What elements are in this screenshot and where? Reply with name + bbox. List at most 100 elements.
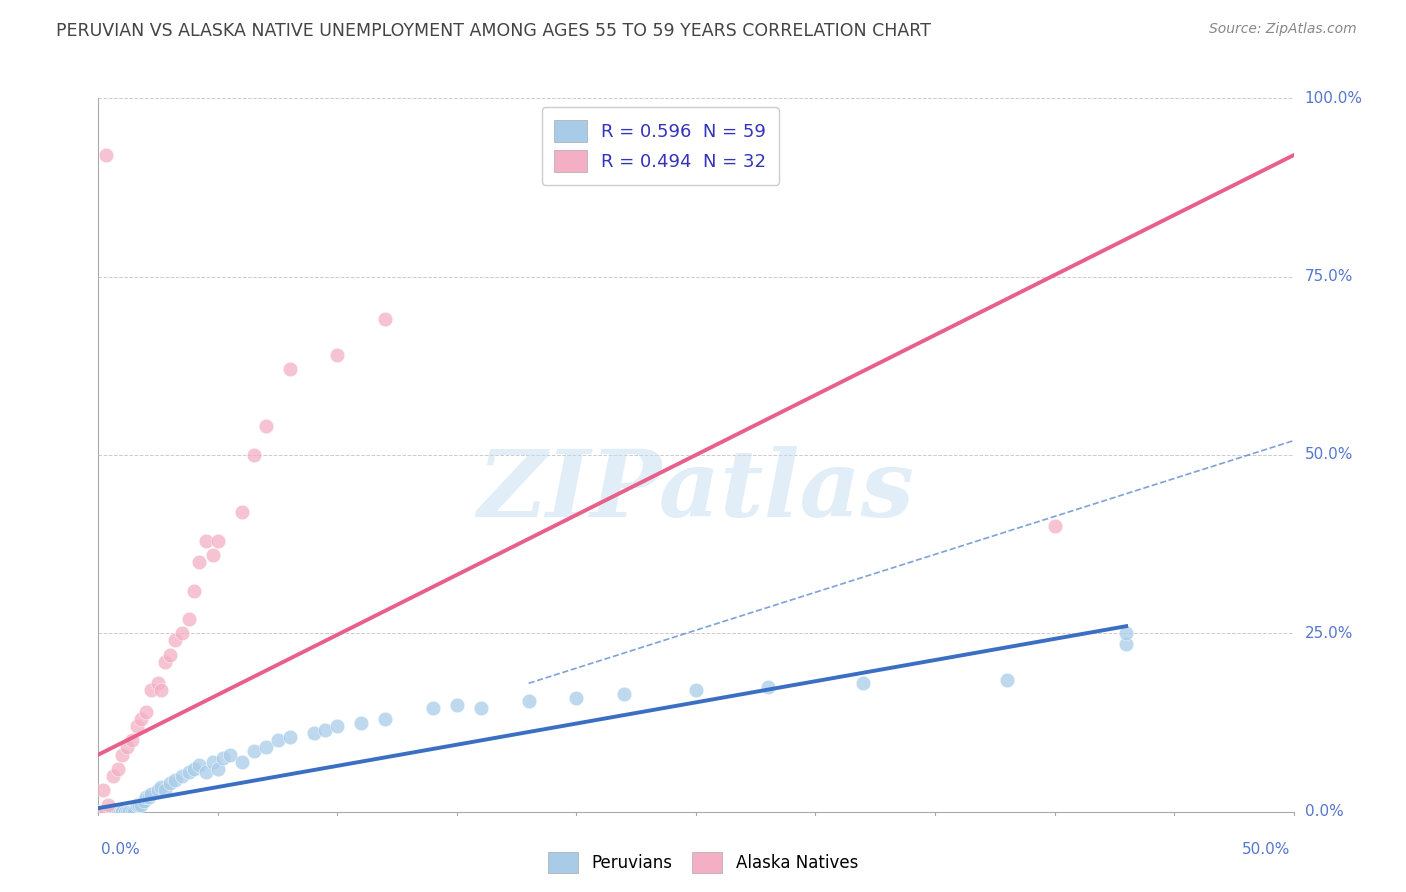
Point <box>94 805 117 819</box>
Point <box>183 583 205 598</box>
Point <box>613 687 636 701</box>
Point <box>278 730 301 744</box>
Point <box>231 755 253 769</box>
Point <box>374 312 396 326</box>
Point <box>121 733 143 747</box>
Text: 25.0%: 25.0% <box>1305 626 1353 640</box>
Point <box>149 780 172 794</box>
Legend: Peruvians, Alaska Natives: Peruvians, Alaska Natives <box>541 846 865 880</box>
Point <box>87 805 110 819</box>
Point <box>107 805 129 819</box>
Point <box>231 505 253 519</box>
Point <box>254 740 277 755</box>
Point <box>1115 637 1137 651</box>
Text: 100.0%: 100.0% <box>1305 91 1362 105</box>
Point <box>565 690 588 705</box>
Point <box>87 805 110 819</box>
Point <box>211 751 233 765</box>
Text: 50.0%: 50.0% <box>1243 842 1291 857</box>
Point <box>104 805 127 819</box>
Point <box>155 655 177 669</box>
Point <box>138 790 160 805</box>
Text: PERUVIAN VS ALASKA NATIVE UNEMPLOYMENT AMONG AGES 55 TO 59 YEARS CORRELATION CHA: PERUVIAN VS ALASKA NATIVE UNEMPLOYMENT A… <box>56 22 931 40</box>
Point <box>111 805 134 819</box>
Point <box>98 805 122 819</box>
Point <box>202 548 225 562</box>
Point <box>517 694 540 708</box>
Point <box>155 783 177 797</box>
Point <box>97 805 120 819</box>
Point <box>172 626 194 640</box>
Point <box>315 723 337 737</box>
Point <box>243 448 266 462</box>
Point <box>195 533 218 548</box>
Text: 0.0%: 0.0% <box>101 842 141 857</box>
Point <box>108 805 131 819</box>
Point <box>94 148 117 162</box>
Point <box>350 715 373 730</box>
Point <box>139 683 162 698</box>
Point <box>470 701 492 715</box>
Point <box>124 805 146 819</box>
Point <box>115 805 138 819</box>
Point <box>1115 626 1137 640</box>
Text: 75.0%: 75.0% <box>1305 269 1353 284</box>
Point <box>1043 519 1066 533</box>
Point <box>446 698 468 712</box>
Point <box>422 701 444 715</box>
Point <box>326 348 349 362</box>
Point <box>267 733 290 747</box>
Point <box>131 712 153 726</box>
Point <box>163 633 186 648</box>
Text: 0.0%: 0.0% <box>1305 805 1343 819</box>
Point <box>101 769 124 783</box>
Point <box>207 762 229 776</box>
Point <box>125 719 148 733</box>
Point <box>207 533 229 548</box>
Point <box>149 683 172 698</box>
Text: ZIPatlas: ZIPatlas <box>478 446 914 535</box>
Point <box>148 676 170 690</box>
Point <box>135 790 157 805</box>
Point <box>183 762 205 776</box>
Point <box>254 419 277 434</box>
Point <box>219 747 242 762</box>
Point <box>278 362 301 376</box>
Point <box>685 683 707 698</box>
Point <box>995 673 1018 687</box>
Point <box>90 805 112 819</box>
Legend: R = 0.596  N = 59, R = 0.494  N = 32: R = 0.596 N = 59, R = 0.494 N = 32 <box>541 107 779 185</box>
Point <box>121 805 143 819</box>
Point <box>756 680 779 694</box>
Point <box>187 758 209 772</box>
Point <box>187 555 209 569</box>
Point <box>852 676 875 690</box>
Point <box>115 740 138 755</box>
Point <box>159 776 181 790</box>
Point <box>243 744 266 758</box>
Point <box>91 805 114 819</box>
Point <box>139 787 162 801</box>
Point <box>132 794 155 808</box>
Point <box>114 805 136 819</box>
Point <box>179 612 201 626</box>
Point <box>131 797 153 812</box>
Point <box>195 765 218 780</box>
Point <box>202 755 225 769</box>
Point <box>118 805 141 819</box>
Point <box>159 648 181 662</box>
Point <box>374 712 396 726</box>
Point <box>135 705 157 719</box>
Point <box>163 772 186 787</box>
Point <box>101 805 124 819</box>
Text: Source: ZipAtlas.com: Source: ZipAtlas.com <box>1209 22 1357 37</box>
Point <box>91 783 114 797</box>
Point <box>302 726 325 740</box>
Point <box>128 797 150 812</box>
Point <box>125 797 148 812</box>
Text: 50.0%: 50.0% <box>1305 448 1353 462</box>
Point <box>172 769 194 783</box>
Point <box>107 762 129 776</box>
Point <box>111 747 134 762</box>
Point <box>148 783 170 797</box>
